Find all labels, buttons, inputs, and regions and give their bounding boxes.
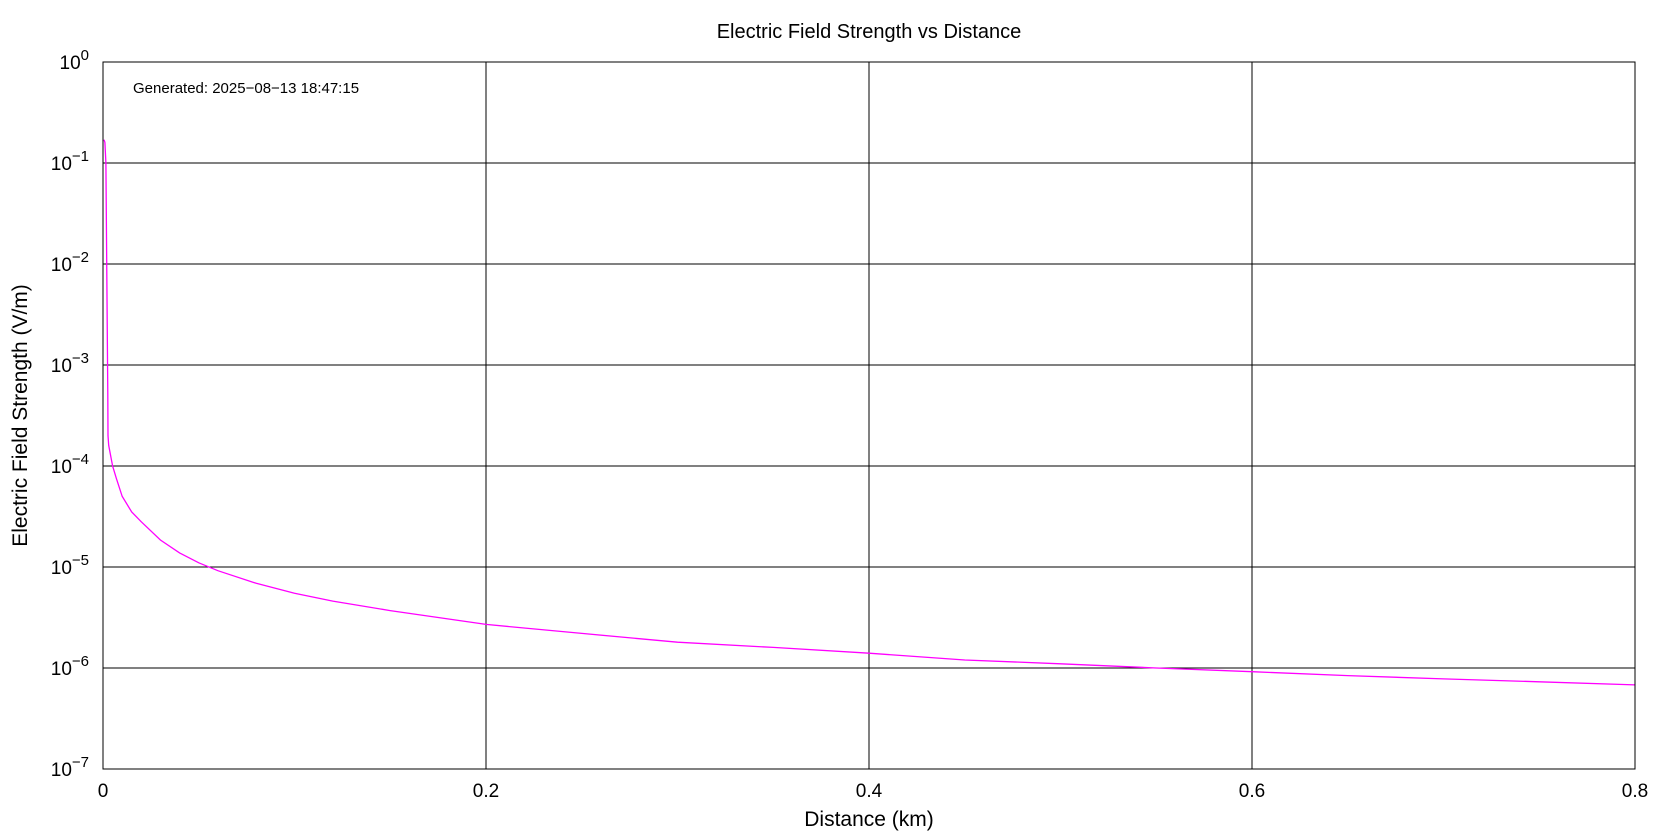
y-tick-label: 10−3 <box>51 350 89 377</box>
x-tick-label: 0.8 <box>1622 781 1648 802</box>
y-axis-label: Electric Field Strength (V/m) <box>9 284 32 547</box>
y-tick-label: 100 <box>60 47 89 74</box>
y-tick-label: 10−6 <box>51 653 89 680</box>
chart-title: Electric Field Strength vs Distance <box>717 21 1022 43</box>
series-line <box>103 139 1636 686</box>
x-tick-label: 0.2 <box>473 781 499 802</box>
y-tick-label: 10−2 <box>51 249 89 276</box>
y-tick-label: 10−5 <box>51 552 89 579</box>
generated-timestamp-annotation: Generated: 2025−08−13 18:47:15 <box>133 80 359 97</box>
x-tick-label: 0 <box>98 781 109 802</box>
x-tick-label: 0.4 <box>856 781 883 802</box>
y-tick-label: 10−1 <box>51 148 89 175</box>
y-tick-label: 10−4 <box>51 451 89 478</box>
x-tick-label: 0.6 <box>1239 781 1265 802</box>
tick-labels: 0 0.2 0.4 0.6 0.8 100 10−1 10−2 10−3 10−4 10−5 10−6… <box>51 47 1648 802</box>
series-layer <box>103 139 1636 686</box>
plot-frame <box>102 61 1636 770</box>
x-axis-label: Distance (km) <box>804 808 934 831</box>
y-tick-label: 10−7 <box>51 754 89 781</box>
